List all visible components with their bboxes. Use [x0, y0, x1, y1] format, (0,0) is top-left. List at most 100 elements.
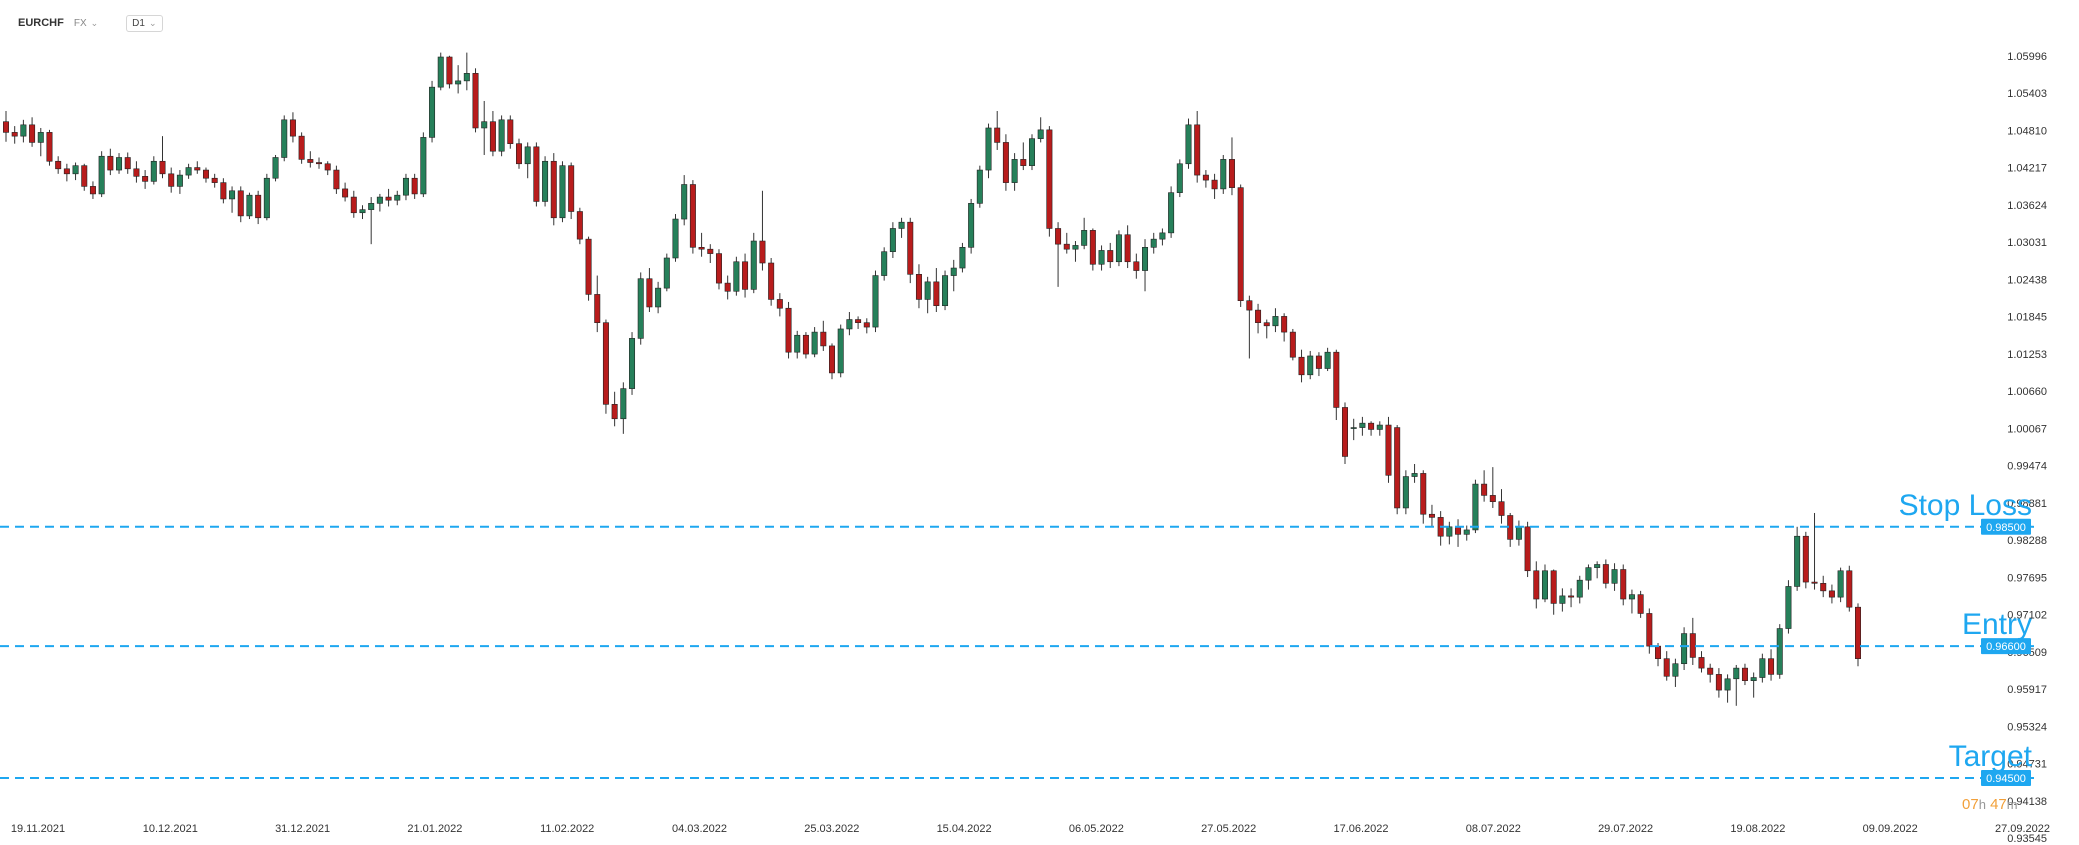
y-tick-label: 1.02438	[2007, 274, 2047, 286]
candle-body	[385, 196, 392, 201]
candle-body	[1046, 129, 1053, 229]
candle-body	[1342, 407, 1349, 457]
candle-body	[316, 162, 323, 165]
candle-body	[1515, 526, 1522, 540]
candle-body	[124, 157, 131, 170]
candle-body	[229, 190, 236, 200]
candle-body	[855, 319, 862, 323]
candle-body	[533, 146, 540, 202]
level-price-tag-text: 0.98500	[1986, 522, 2026, 534]
candle-body	[898, 221, 905, 229]
candle-body	[889, 228, 896, 253]
candle-body	[1142, 247, 1149, 271]
candle-body	[37, 132, 44, 143]
candle-body	[394, 194, 401, 201]
candle-body	[1020, 159, 1027, 166]
candle-body	[724, 282, 731, 292]
candle-body	[1098, 250, 1105, 265]
candle-body	[1376, 424, 1383, 430]
x-tick-label: 17.06.2022	[1333, 823, 1388, 835]
candle-body	[211, 177, 218, 183]
candle-body	[872, 275, 879, 328]
candle-body	[1420, 473, 1427, 515]
level-label: Entry	[1962, 608, 2032, 641]
candle-body	[672, 218, 679, 259]
candle-body	[1568, 595, 1575, 598]
candle-body	[1585, 567, 1592, 581]
candle-body	[1063, 243, 1070, 250]
candle-body	[1524, 526, 1531, 572]
candle-body	[959, 247, 966, 269]
x-tick-label: 27.05.2022	[1201, 823, 1256, 835]
candle-body	[1594, 564, 1601, 568]
candle-body	[1298, 356, 1305, 376]
bar-timer: 07h 47m	[1962, 796, 2018, 813]
candle-body	[811, 331, 818, 355]
x-tick-label: 31.12.2021	[275, 823, 330, 835]
candle-body	[1733, 667, 1740, 680]
candle-body	[220, 182, 227, 200]
candle-body	[1768, 658, 1775, 675]
candle-body	[281, 119, 288, 158]
candle-body	[759, 240, 766, 264]
candle-body	[1350, 427, 1357, 429]
candle-body	[1855, 606, 1861, 659]
y-tick-label: 1.04217	[2007, 163, 2047, 175]
candle-body	[1185, 124, 1192, 165]
candle-body	[1428, 513, 1435, 518]
candle-body	[1802, 535, 1809, 583]
candle-body	[1220, 159, 1227, 190]
candle-body	[1246, 300, 1253, 311]
y-tick-label: 0.94731	[2007, 759, 2047, 771]
candle-body	[1168, 192, 1175, 234]
candle-body	[176, 174, 183, 187]
x-tick-label: 15.04.2022	[937, 823, 992, 835]
candle-body	[1628, 594, 1635, 600]
candle-body	[1333, 351, 1340, 408]
candle-body	[559, 165, 566, 219]
candle-body	[1741, 667, 1748, 681]
candle-body	[1315, 355, 1322, 369]
candle-body	[733, 261, 740, 292]
candle-body	[350, 196, 357, 214]
candle-body	[133, 168, 140, 177]
y-tick-label: 1.03624	[2007, 200, 2047, 212]
candle-body	[1011, 159, 1018, 183]
candle-body	[1255, 309, 1262, 323]
candle-body	[81, 165, 88, 187]
candle-body	[1689, 633, 1696, 658]
timeframe-label: D1	[132, 17, 145, 29]
candle-body	[1672, 663, 1679, 677]
candle-body	[1402, 476, 1409, 509]
candle-body	[307, 159, 314, 163]
candle-body	[1681, 633, 1688, 665]
candle-body	[1394, 427, 1401, 509]
candle-body	[446, 56, 453, 85]
candle-body	[1637, 594, 1644, 614]
x-tick-label: 10.12.2021	[143, 823, 198, 835]
candle-body	[1281, 316, 1288, 333]
timer-minutes: 47	[1990, 796, 2007, 813]
candle-body	[715, 253, 722, 284]
candle-body	[1037, 129, 1044, 139]
market-label: FX	[73, 17, 87, 29]
y-tick-label: 0.95917	[2007, 684, 2047, 696]
timeframe-selector[interactable]: D1 ⌄	[126, 14, 163, 32]
candle-body	[1159, 232, 1166, 240]
candle-body	[55, 160, 62, 170]
candle-body	[881, 251, 888, 276]
market-selector[interactable]: FX ⌄	[74, 18, 98, 29]
candle-body	[576, 211, 583, 240]
symbol-label[interactable]: EURCHF	[18, 17, 64, 29]
candle-body	[611, 404, 618, 420]
x-tick-label: 29.07.2022	[1598, 823, 1653, 835]
candle-body	[202, 169, 209, 179]
candle-body	[481, 121, 488, 129]
candle-body	[237, 190, 244, 217]
candle-body	[542, 160, 549, 202]
candle-body	[655, 287, 662, 308]
y-tick-label: 1.01845	[2007, 312, 2047, 324]
candle-body	[924, 281, 931, 300]
chevron-down-icon: ⌄	[90, 17, 99, 28]
